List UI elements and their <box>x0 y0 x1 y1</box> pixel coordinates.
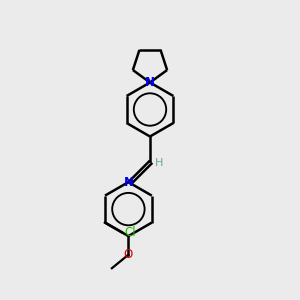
Text: Cl: Cl <box>124 226 136 239</box>
Text: H: H <box>155 158 163 169</box>
Text: O: O <box>124 248 133 261</box>
Text: N: N <box>123 176 134 189</box>
Text: N: N <box>145 76 155 89</box>
